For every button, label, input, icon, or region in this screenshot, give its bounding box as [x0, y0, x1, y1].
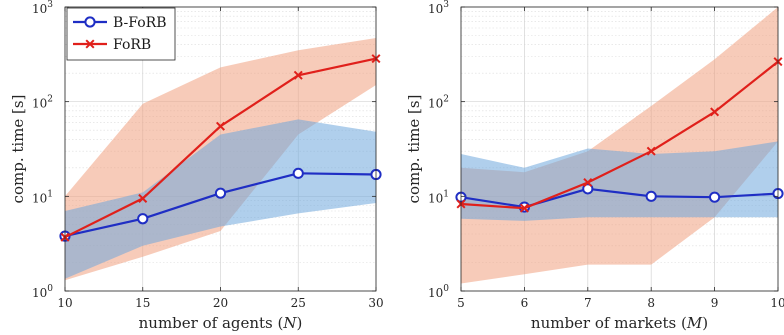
data-point-b-forb [292, 167, 304, 179]
y-axis-label: comp. time [s] [405, 95, 423, 204]
data-point-b-forb [709, 191, 721, 203]
data-point-forb [710, 107, 720, 117]
data-point-b-forb [582, 183, 594, 195]
y-tick-label: 102 [32, 95, 53, 111]
series-line-forb [460, 60, 779, 210]
x-tick-label: 5 [457, 296, 465, 310]
x-tick-label: 10 [770, 296, 784, 310]
data-point-b-forb [137, 213, 149, 225]
y-tick-label: 101 [32, 189, 53, 205]
x-tick-label: 25 [291, 296, 306, 310]
x-tick-label: 10 [57, 296, 72, 310]
x-tick-label: 7 [584, 296, 592, 310]
series-line-b-forb [460, 187, 779, 209]
data-point-forb [215, 121, 226, 131]
chart-panel-1: 10 15 20 25 30 100 101 102 103 number of agents (… [9, 0, 384, 332]
x-tick-label: 6 [521, 296, 529, 310]
y-tick-label: 100 [32, 284, 53, 300]
y-axis-label: comp. time [s] [9, 95, 27, 204]
x-tick-label: 30 [368, 296, 383, 310]
band-b-forb [65, 119, 376, 279]
legend-marker-b-forb [84, 16, 96, 28]
legend-box [66, 7, 176, 61]
chart-panel-2: 5 6 7 8 9 10 100 101 102 103 number of markets (M)… [405, 0, 784, 332]
data-point-b-forb [645, 190, 657, 202]
y-tick-label: 103 [32, 0, 53, 16]
x-tick-label: 9 [711, 296, 719, 310]
y-tick-label: 102 [428, 95, 449, 111]
data-point-b-forb [214, 187, 227, 199]
legend: B-FoRB FoRB [66, 7, 176, 61]
data-point-forb [583, 177, 593, 188]
y-tick-label: 103 [428, 0, 449, 16]
legend-label-forb: FoRB [113, 37, 151, 53]
y-tick-label: 100 [428, 284, 449, 300]
y-tick-label: 101 [428, 189, 449, 205]
data-point-forb [138, 193, 148, 203]
legend-marker-forb [85, 39, 95, 49]
data-point-forb [293, 70, 303, 80]
x-axis-label: number of markets (M) [531, 314, 708, 332]
legend-label-b-forb: B-FoRB [113, 15, 166, 31]
x-tick-label: 15 [135, 296, 150, 310]
x-axis-label: number of agents (N) [139, 314, 303, 332]
data-point-forb [519, 203, 529, 213]
x-tick-label: 20 [213, 296, 228, 310]
axes-frame [460, 6, 779, 292]
x-tick-label: 8 [647, 296, 655, 310]
data-point-forb [646, 146, 656, 156]
